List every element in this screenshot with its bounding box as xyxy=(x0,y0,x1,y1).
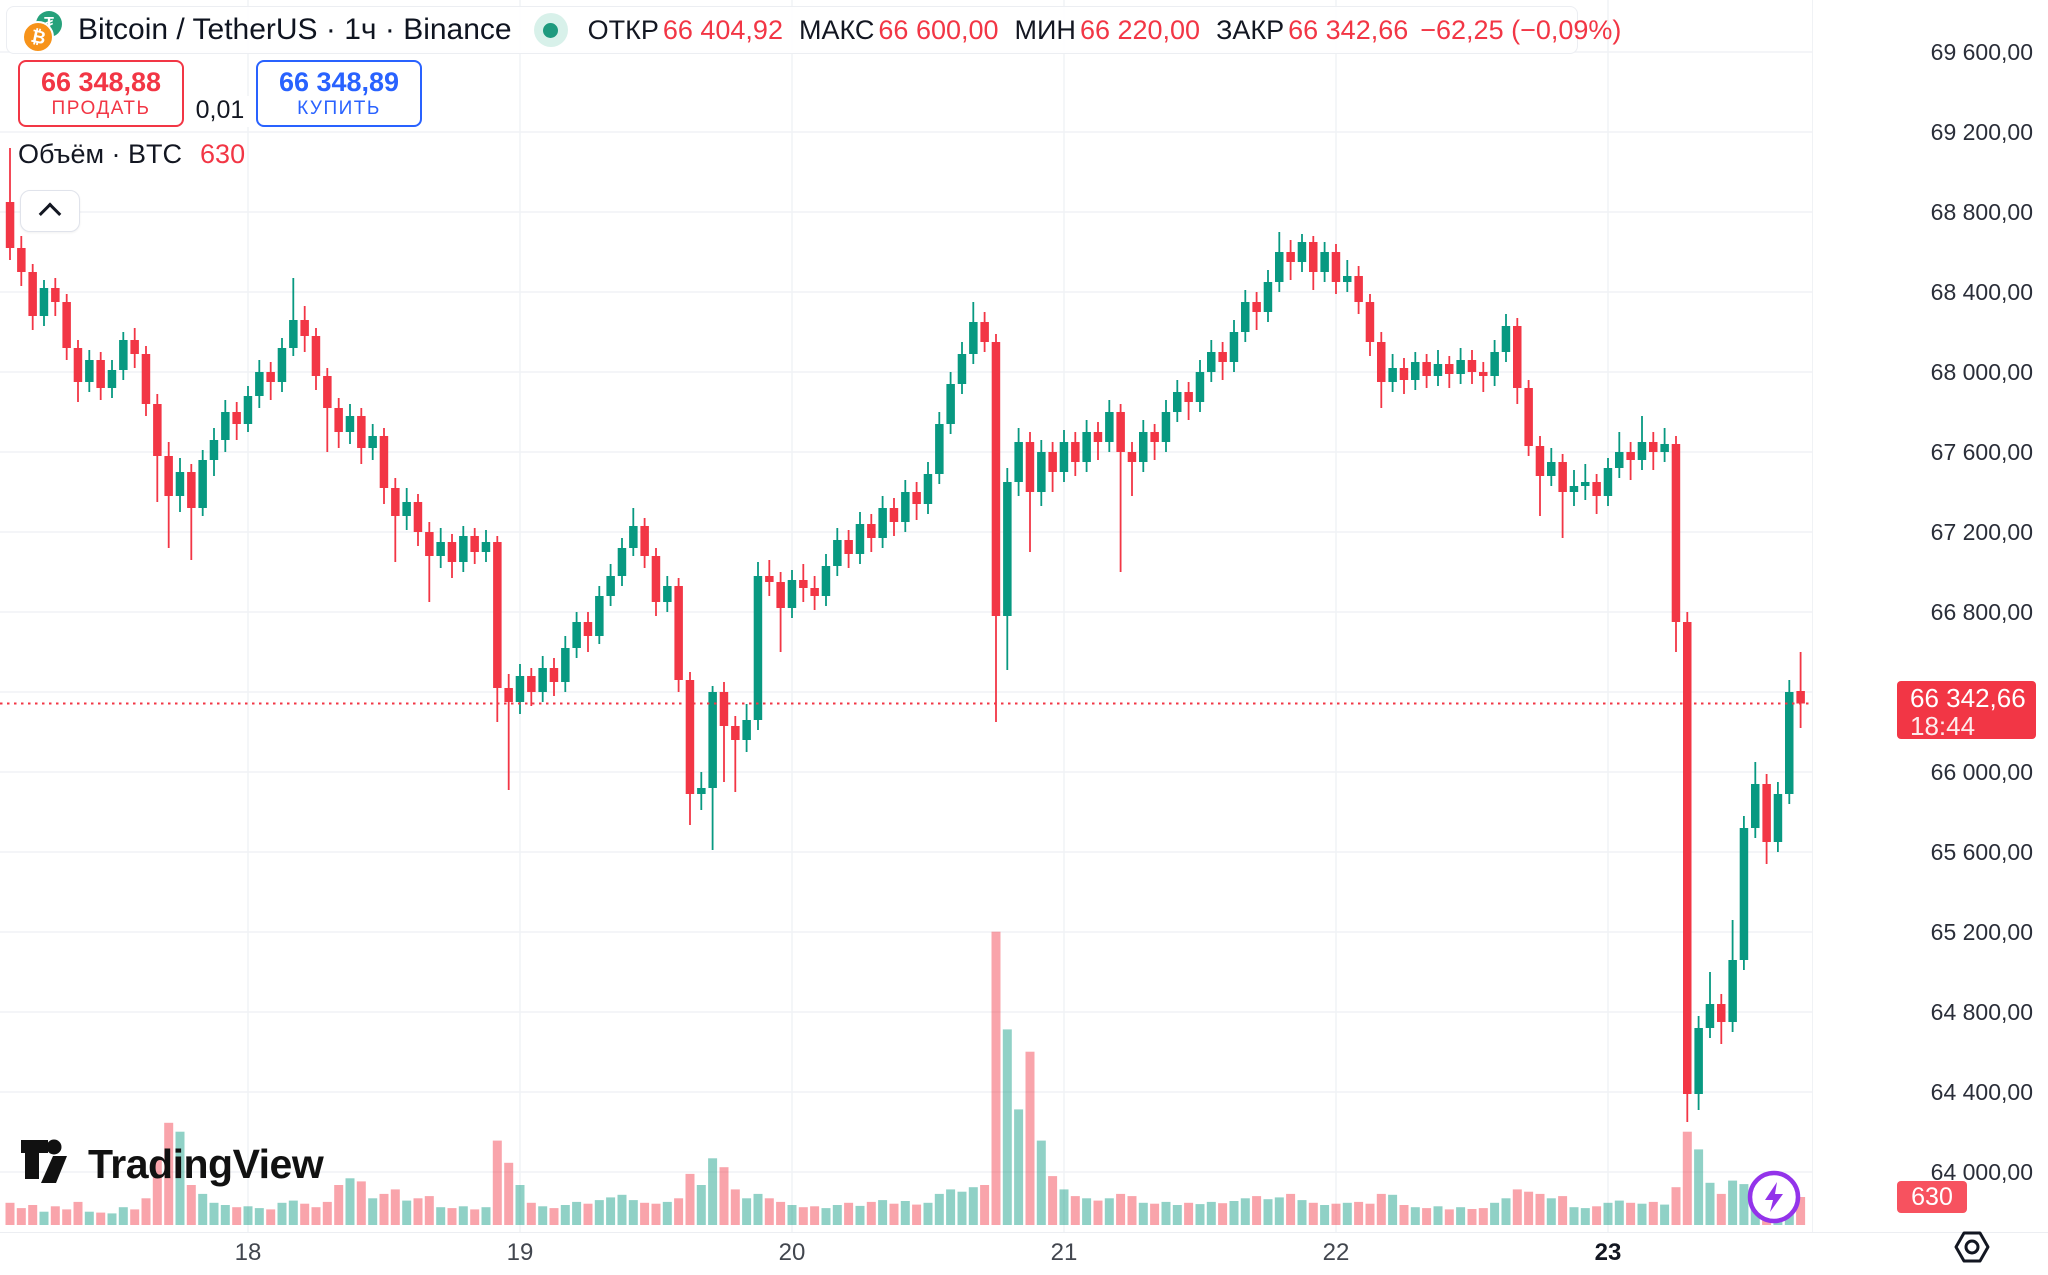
open-label: ОТКР xyxy=(587,14,659,45)
volume-bars xyxy=(5,931,1806,1225)
candles xyxy=(5,148,1805,1122)
collapse-legend-button[interactable] xyxy=(20,190,80,232)
sell-button-label: ПРОДАТЬ xyxy=(51,97,151,119)
low-label: МИН xyxy=(1014,14,1076,45)
lightning-icon xyxy=(1747,1170,1801,1224)
price-tick-label: 69 200,00 xyxy=(1930,119,2033,145)
price-tick-label: 64 400,00 xyxy=(1930,1079,2033,1105)
open-value: 66 404,92 xyxy=(662,14,783,45)
close-label: ЗАКР xyxy=(1216,14,1285,45)
ohlc-row: ОТКР 66 404,92 МАКС 66 600,00 МИН 66 220… xyxy=(588,15,1622,46)
buy-price: 66 348,89 xyxy=(278,66,400,97)
time-scale-settings-button[interactable] xyxy=(1950,1228,1994,1268)
symbol-pair-icons: ₮ ₿ xyxy=(14,9,66,53)
price-tick-label: 64 800,00 xyxy=(1930,999,2033,1025)
buy-button-label: КУПИТЬ xyxy=(297,97,381,119)
time-tick-label: 20 xyxy=(778,1239,806,1266)
last-price-label: 66 342,66 18:44 xyxy=(1897,681,2036,742)
sell-button[interactable]: 66 348,88 ПРОДАТЬ xyxy=(18,60,184,127)
high-label: МАКС xyxy=(798,14,875,45)
time-tick-label: 19 xyxy=(506,1239,534,1266)
price-tick-label: 68 000,00 xyxy=(1930,359,2033,385)
last-price-value: 66 342,66 xyxy=(1910,683,2026,714)
price-tick-label: 68 400,00 xyxy=(1930,279,2033,305)
tradingview-logo[interactable]: TradingView xyxy=(20,1138,324,1190)
sell-price: 66 348,88 xyxy=(40,66,162,97)
volume-axis-label: 630 xyxy=(1897,1181,1967,1213)
price-tick-label: 65 200,00 xyxy=(1930,919,2033,945)
bitcoin-icon: ₿ xyxy=(22,21,54,53)
chart-header: ₮ ₿ Bitcoin / TetherUS · 1ч · Binance ОТ… xyxy=(14,9,1622,53)
price-tick-label: 64 000,00 xyxy=(1930,1159,2033,1185)
market-open-dot-icon[interactable] xyxy=(533,13,568,47)
lightning-button[interactable] xyxy=(1746,1169,1802,1225)
price-tick-label: 66 800,00 xyxy=(1930,599,2033,625)
time-tick-label: 21 xyxy=(1050,1239,1078,1266)
price-scale[interactable]: 69 600,00 69 200,00 68 800,00 68 400,00 68 0… xyxy=(1812,0,2048,1275)
chevron-up-icon xyxy=(38,202,62,226)
price-tick-label: 67 600,00 xyxy=(1930,439,2033,465)
time-tick-label: 18 xyxy=(234,1239,262,1266)
legend-panel xyxy=(6,6,1578,54)
tradingview-wordmark: TradingView xyxy=(88,1140,324,1187)
price-tick-label: 68 800,00 xyxy=(1930,199,2033,225)
price-tick-label: 66 000,00 xyxy=(1930,759,2033,785)
tradingview-logo-icon xyxy=(21,1139,67,1183)
symbol-title[interactable]: Bitcoin / TetherUS · 1ч · Binance xyxy=(78,13,512,46)
price-tick-label: 69 600,00 xyxy=(1930,39,2033,65)
price-tick-label: 67 200,00 xyxy=(1930,519,2033,545)
close-value: 66 342,66 xyxy=(1288,14,1409,45)
trade-panel: 66 348,88 ПРОДАТЬ 0,01 66 348,89 КУПИТЬ xyxy=(18,60,422,127)
buy-button[interactable]: 66 348,89 КУПИТЬ xyxy=(256,60,422,127)
change-value: −62,25 (−0,09%) xyxy=(1420,14,1622,45)
bar-countdown: 18:44 xyxy=(1910,711,1976,742)
gear-icon xyxy=(1954,1231,1990,1263)
volume-legend-value: 630 xyxy=(200,139,246,169)
high-value: 66 600,00 xyxy=(878,14,999,45)
time-tick-label: 22 xyxy=(1322,1239,1350,1266)
price-tick-label: 65 600,00 xyxy=(1930,839,2033,865)
spread-value: 0,01 xyxy=(184,96,256,127)
low-value: 66 220,00 xyxy=(1079,14,1201,45)
time-tick-label: 23 xyxy=(1594,1239,1622,1266)
volume-legend-label: Объём · BTC xyxy=(18,139,183,169)
time-scale[interactable]: 18 19 20 21 22 23 xyxy=(0,1232,2048,1275)
volume-legend: Объём · BTC 630 xyxy=(18,139,245,170)
